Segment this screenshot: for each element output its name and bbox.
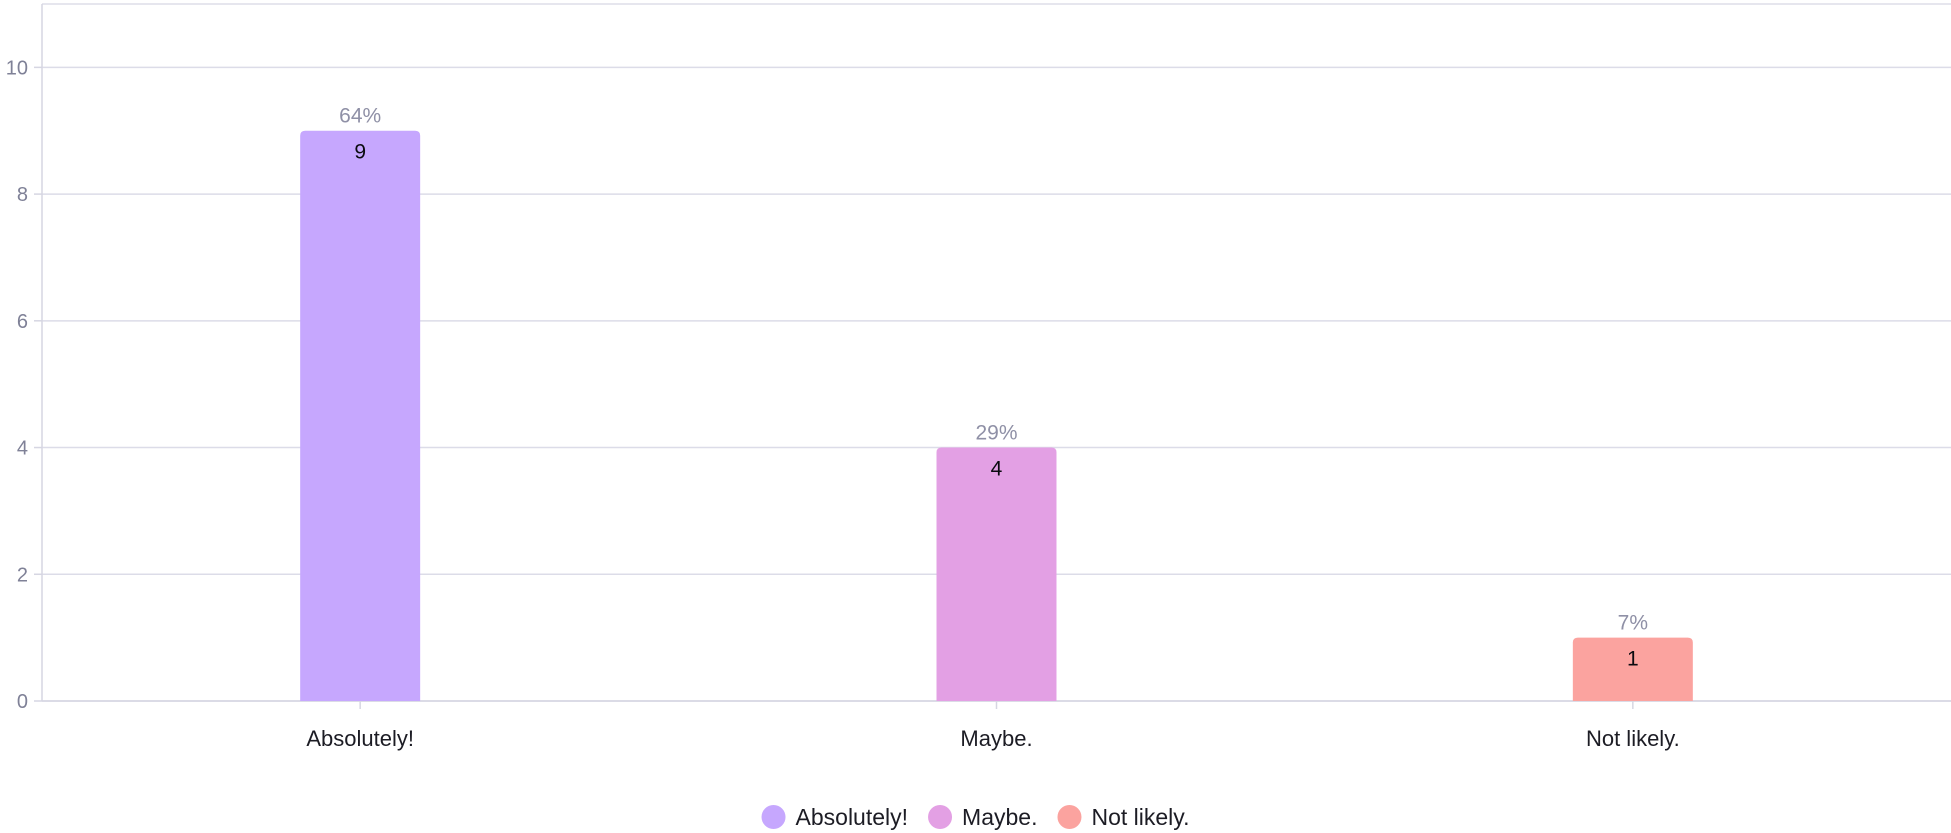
data-labels: 64% 9 29% 4 7% 1 [339, 105, 1648, 671]
y-tick-label: 6 [17, 311, 28, 333]
legend: Absolutely! Maybe. Not likely. [761, 804, 1189, 830]
legend-item: Not likely. [1057, 804, 1189, 830]
bar [936, 447, 1057, 701]
y-tick-label: 2 [17, 564, 28, 586]
axes [34, 3, 1951, 709]
value-label: 1 [1627, 648, 1639, 671]
legend-swatch [1057, 805, 1082, 829]
y-tick-label: 4 [17, 438, 28, 460]
bars [300, 130, 1693, 701]
bar [1572, 637, 1693, 701]
y-tick-label: 10 [6, 57, 28, 79]
bar [300, 130, 421, 701]
y-tick-label: 8 [17, 184, 28, 206]
x-tick-label: Not likely. [1586, 726, 1680, 751]
y-tick-labels: 0 2 4 6 8 10 [6, 57, 28, 713]
x-tick-label: Absolutely! [306, 726, 414, 751]
value-label: 9 [354, 141, 366, 164]
percent-label: 7% [1618, 612, 1648, 635]
legend-swatch [761, 805, 786, 829]
legend-label: Maybe. [962, 804, 1037, 830]
x-tick-labels: Absolutely! Maybe. Not likely. [306, 726, 1679, 751]
percent-label: 29% [975, 422, 1017, 445]
legend-item: Maybe. [928, 804, 1037, 830]
legend-swatch [928, 805, 953, 829]
value-label: 4 [991, 458, 1003, 481]
x-tick-label: Maybe. [960, 726, 1032, 751]
percent-label: 64% [339, 105, 381, 128]
legend-label: Absolutely! [796, 804, 909, 830]
y-tick-label: 0 [17, 691, 28, 713]
legend-item: Absolutely! [761, 804, 909, 830]
legend-label: Not likely. [1091, 804, 1189, 830]
